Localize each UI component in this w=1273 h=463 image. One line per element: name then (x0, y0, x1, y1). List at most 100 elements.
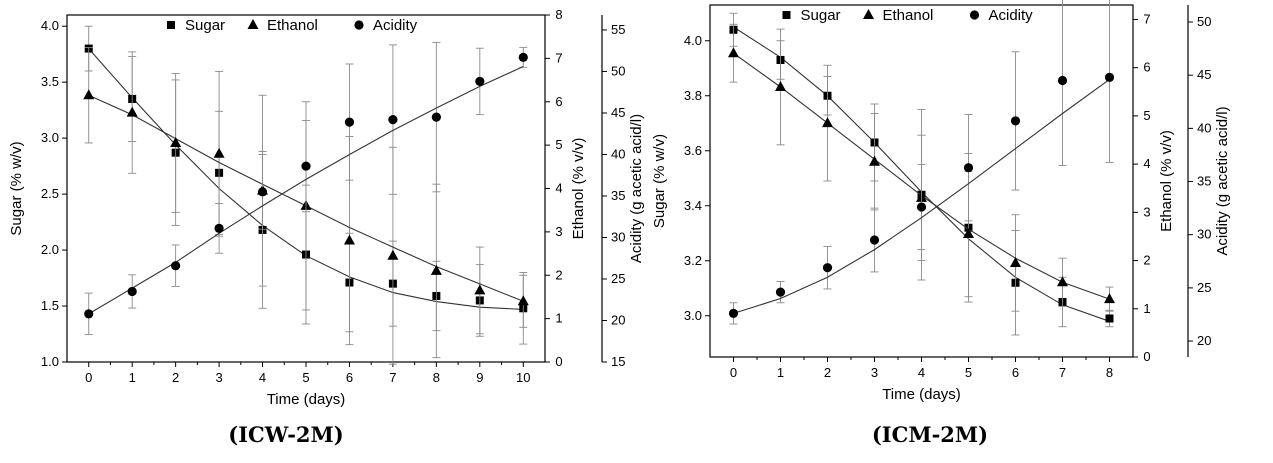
sugar-tick-label: 4.0 (41, 18, 59, 33)
x-tick-label: 2 (824, 365, 831, 380)
ethanol-tick-label: 0 (1143, 349, 1150, 364)
legend: Sugar Ethanol Acidity (167, 17, 418, 34)
fit-line (733, 78, 1110, 314)
legend-label-sugar: Sugar (185, 17, 225, 34)
ethanol-tick-label: 2 (1143, 253, 1150, 268)
data-point-ethanol (126, 106, 138, 117)
data-point-acidity (127, 286, 137, 297)
data-point-acidity (214, 223, 224, 233)
data-point-acidity (1104, 72, 1115, 82)
x-tick-label: 2 (172, 370, 179, 385)
data-point-ethanol (963, 228, 974, 239)
acidity-tick-label: 25 (611, 271, 625, 286)
acidity-tick-label: 30 (611, 229, 625, 244)
acidity-tick-label: 55 (611, 22, 625, 37)
ethanol-tick-label: 4 (555, 181, 562, 196)
data-point-acidity (963, 163, 974, 173)
legend-label-ethanol: Ethanol (883, 7, 934, 24)
ethanol-tick-label: 6 (555, 94, 562, 109)
x-tick-label: 3 (871, 365, 878, 380)
acidity-tick-label: 35 (611, 188, 625, 203)
ethanol-axis-title: Ethanol (% v/v) (1158, 130, 1175, 232)
data-point-ethanol (343, 234, 355, 245)
ethanol-tick-label: 7 (555, 50, 562, 65)
data-point-acidity (431, 112, 441, 122)
sugar-tick-label: 3.2 (684, 253, 702, 268)
sugar-tick-label: 2.5 (41, 186, 59, 201)
ethanol-tick-label: 1 (1143, 301, 1150, 316)
data-point-ethanol (869, 155, 880, 166)
sugar-tick-label: 3.0 (41, 130, 59, 145)
data-point-acidity (916, 202, 927, 212)
x-tick-label: 8 (433, 370, 440, 385)
acidity-tick-label: 40 (1197, 120, 1211, 135)
acidity-tick-label: 35 (1197, 174, 1211, 189)
ethanol-axis-title: Ethanol (% v/v) (570, 138, 587, 240)
data-point-ethanol (430, 264, 442, 275)
sugar-tick-label: 3.5 (41, 74, 59, 89)
ethanol-tick-label: 3 (555, 224, 562, 239)
x-tick-label: 9 (476, 370, 483, 385)
x-tick-label: 5 (302, 370, 309, 385)
ethanol-tick-label: 0 (555, 354, 562, 369)
sugar-tick-label: 3.6 (684, 143, 702, 158)
data-point-acidity (171, 261, 181, 271)
legend-marker-acidity (969, 10, 980, 20)
sugar-tick-label: 1.0 (41, 354, 59, 369)
sugar-tick-label: 1.5 (41, 298, 59, 313)
data-point-ethanol (474, 284, 486, 295)
acidity-axis-title: Acidity (g acetic acid/l) (1214, 106, 1231, 255)
sugar-tick-label: 3.0 (684, 308, 702, 323)
legend-label-acidity: Acidity (989, 7, 1034, 24)
data-point-acidity (388, 114, 398, 125)
x-tick-label: 4 (259, 370, 266, 385)
legend-marker-ethanol (863, 9, 874, 19)
data-point-ethanol (1104, 293, 1115, 304)
x-axis-title: Time (days) (267, 391, 346, 408)
data-point-ethanol (387, 249, 399, 260)
acidity-tick-label: 40 (611, 146, 625, 161)
acidity-tick-label: 45 (1197, 67, 1211, 82)
ethanol-tick-label: 5 (1143, 108, 1150, 123)
acidity-tick-label: 30 (1197, 227, 1211, 242)
ethanol-tick-label: 7 (1143, 11, 1150, 26)
data-point-ethanol (1057, 276, 1068, 287)
x-tick-label: 1 (777, 365, 784, 380)
panel-caption-icm-2m: (ICM-2M) (871, 422, 989, 447)
legend-label-acidity: Acidity (373, 17, 418, 34)
data-point-acidity (301, 161, 311, 171)
data-point-ethanol (775, 80, 786, 91)
legend-marker-ethanol (247, 19, 259, 29)
data-point-ethanol (728, 47, 739, 58)
data-point-ethanol (517, 295, 529, 306)
x-tick-label: 7 (1059, 365, 1066, 380)
x-tick-label: 0 (730, 365, 737, 380)
ethanol-tick-label: 1 (555, 311, 562, 326)
data-point-acidity (869, 235, 880, 245)
chart-panel-2: 0 1 2 3 4 5 6 7 83.03.23.43.63.84.00123456720253… (651, 0, 1231, 403)
x-tick-label: 1 (129, 370, 136, 385)
data-point-ethanol (822, 117, 833, 128)
data-point-acidity (1010, 116, 1021, 126)
sugar-axis-title: Sugar (% w/v) (651, 134, 668, 228)
data-point-acidity (822, 263, 833, 273)
data-point-ethanol (83, 89, 95, 100)
data-point-acidity (344, 117, 355, 127)
acidity-axis-title: Acidity (g acetic acid/l) (628, 114, 645, 263)
chart-panel-1: 0 1 2 3 4 5 6 7 8 9 101.01.52.02.53.03.54.00123456… (8, 7, 645, 408)
acidity-tick-label: 50 (1197, 14, 1211, 29)
data-point-acidity (518, 52, 528, 62)
ethanol-tick-label: 5 (555, 137, 562, 152)
acidity-tick-label: 25 (1197, 280, 1211, 295)
x-tick-label: 6 (346, 370, 353, 385)
x-tick-label: 7 (389, 370, 396, 385)
ethanol-tick-label: 3 (1143, 204, 1150, 219)
legend-marker-sugar (782, 11, 791, 19)
sugar-tick-label: 3.8 (684, 88, 702, 103)
data-point-acidity (775, 287, 786, 297)
data-point-acidity (1057, 75, 1068, 86)
sugar-tick-label: 4.0 (684, 33, 702, 48)
ethanol-tick-label: 4 (1143, 156, 1150, 171)
data-point-ethanol (1010, 256, 1021, 267)
